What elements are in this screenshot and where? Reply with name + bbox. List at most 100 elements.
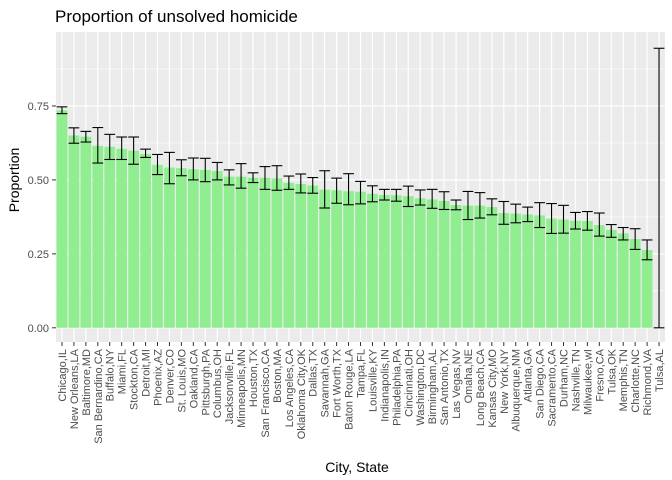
x-tick-label: Fresno,CA — [594, 348, 606, 401]
y-tick-label: 0.50 — [28, 175, 49, 187]
bar — [570, 220, 581, 328]
bar — [331, 190, 342, 328]
error-bar — [582, 211, 593, 231]
x-tick-label: New Orleans,LA — [69, 348, 81, 429]
bar — [605, 229, 617, 328]
bar — [187, 169, 199, 328]
error-bar — [593, 212, 605, 237]
x-tick-label: Buffalo,NY — [105, 348, 117, 401]
error-bar — [80, 130, 92, 143]
x-tick-label: Long Beach,CA — [475, 348, 487, 426]
error-bar — [641, 239, 653, 261]
bar — [140, 153, 151, 328]
bar — [450, 205, 462, 328]
y-axis: 0.00 0.25 0.50 0.75 — [28, 101, 56, 335]
x-tick-label: Miami,FL — [117, 349, 129, 394]
x-tick-label: San Francisco,CA — [260, 348, 272, 437]
x-tick-label: Kansas City,MO — [487, 349, 499, 428]
bar — [522, 214, 534, 328]
error-bar — [510, 203, 522, 224]
bar — [474, 205, 486, 328]
error-bar — [570, 211, 581, 230]
y-tick-label: 0.00 — [28, 323, 49, 335]
x-tick-label: Las Vegas,NV — [451, 348, 463, 418]
x-tick-label: Chicago,IL — [57, 349, 69, 402]
x-tick-label: New York,NY — [499, 348, 511, 413]
bar — [104, 146, 116, 328]
bar — [211, 171, 223, 328]
error-bar — [462, 190, 474, 221]
error-bar — [307, 176, 319, 194]
bar — [617, 233, 629, 328]
error-bar — [283, 175, 295, 190]
bar — [343, 191, 354, 328]
error-bar — [211, 161, 223, 181]
error-bar — [164, 151, 175, 185]
bar — [641, 250, 653, 328]
bar — [402, 196, 414, 328]
bar — [259, 177, 271, 328]
x-tick-label: Tampa,FL — [356, 349, 368, 398]
x-tick-label: Charlotte,NC — [630, 349, 642, 413]
error-bar — [546, 203, 557, 234]
x-tick-label: Philadelphia,PA — [391, 348, 403, 426]
error-bar — [402, 185, 414, 208]
bar — [68, 135, 80, 328]
error-bar — [271, 165, 283, 191]
bar — [582, 221, 593, 328]
error-bar — [653, 47, 665, 329]
bar — [235, 176, 247, 328]
error-bar — [92, 126, 104, 164]
x-tick-label: Indianapolis,IN — [379, 349, 391, 422]
x-tick-label: Baltimore,MD — [81, 349, 93, 416]
bar — [355, 191, 366, 328]
error-bar — [343, 173, 354, 206]
x-tick-label: Oakland,CA — [188, 348, 200, 408]
error-bar — [486, 198, 498, 216]
x-tick-label: Albuquerque,NM — [511, 349, 523, 432]
x-tick-label: Savannah,GA — [320, 348, 332, 417]
y-tick-label: 0.75 — [28, 101, 49, 113]
bar — [534, 215, 545, 328]
bar — [426, 199, 438, 328]
x-tick-label: Houston,TX — [248, 348, 260, 407]
bar — [629, 239, 641, 328]
error-bar — [56, 106, 68, 115]
error-bar — [104, 133, 116, 161]
bar — [390, 195, 402, 328]
x-tick-label: Pittsburgh,PA — [200, 348, 212, 415]
error-bar — [558, 204, 569, 234]
x-tick-label: Memphis,TN — [618, 349, 630, 411]
bar — [92, 145, 104, 328]
x-tick-label: Richmond,VA — [642, 348, 654, 415]
x-tick-label: Atlanta,GA — [523, 348, 535, 402]
error-bar — [629, 228, 641, 250]
x-tick-label: Minneapolis,MN — [236, 349, 248, 428]
chart-title: Proportion of unsolved homicide — [55, 7, 298, 26]
error-bar — [367, 185, 378, 203]
error-bar — [187, 157, 199, 181]
bar — [271, 178, 283, 328]
bar — [379, 194, 390, 328]
bar — [199, 169, 211, 328]
bar — [498, 213, 510, 328]
bar — [164, 167, 175, 328]
x-axis: Chicago,IL New Orleans,LA Baltimore,MD San … — [57, 342, 666, 444]
bar — [295, 184, 307, 328]
error-bar — [438, 191, 450, 211]
y-tick-label: 0.25 — [28, 249, 49, 261]
bar — [116, 148, 128, 328]
x-tick-label: Dallas,TX — [308, 348, 320, 396]
x-tick-label: Louisville,KY — [367, 348, 379, 412]
error-bar — [474, 192, 486, 219]
x-tick-label: Birmingham,AL — [427, 349, 439, 424]
error-bar — [534, 202, 545, 229]
x-tick-label: Jacksonville,FL — [224, 349, 236, 424]
bar — [283, 182, 295, 328]
error-bars — [56, 47, 665, 329]
x-tick-label: San Antonio,TX — [439, 348, 451, 425]
x-tick-label: Nashville,TN — [570, 349, 582, 411]
bar — [462, 205, 474, 328]
error-bar — [355, 180, 366, 205]
error-bar — [128, 136, 139, 165]
